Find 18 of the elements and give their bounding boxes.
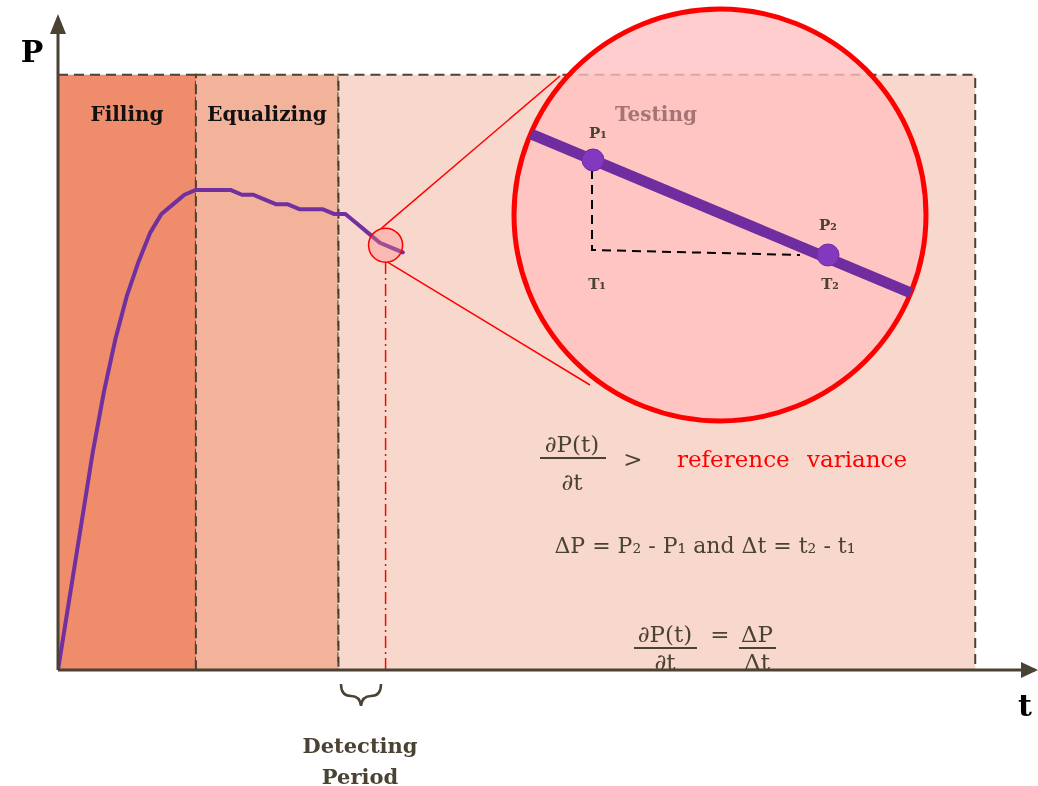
text: Equalizing bbox=[207, 102, 327, 126]
annotation: ∂t bbox=[561, 469, 584, 495]
annotation: ΔP bbox=[740, 621, 774, 647]
annotation: ∂P(t) bbox=[544, 431, 600, 457]
text: Testing bbox=[615, 102, 697, 126]
y-axis-title: P bbox=[20, 34, 44, 69]
annotation: P₂ bbox=[819, 216, 837, 234]
x-axis-title: t bbox=[1018, 688, 1033, 723]
annotation: reference variance bbox=[676, 446, 908, 472]
annotation: ∂P(t) bbox=[637, 621, 693, 647]
annotation: ΔP = P₂ - P₁ and Δt = t₂ - t₁ bbox=[554, 533, 856, 558]
annotation: T₂ bbox=[821, 275, 839, 293]
annotation: T₁ bbox=[588, 275, 606, 293]
annotation: > bbox=[623, 446, 643, 472]
text: Filling bbox=[90, 102, 164, 126]
text: Detecting Period bbox=[301, 732, 419, 786]
annotation: = bbox=[710, 621, 730, 647]
text: P₁ bbox=[589, 124, 607, 142]
